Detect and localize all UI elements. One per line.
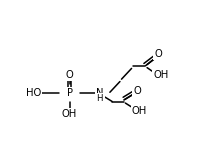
Text: O: O: [154, 49, 162, 59]
Text: P: P: [67, 88, 72, 98]
Text: OH: OH: [153, 70, 169, 80]
Text: O: O: [66, 70, 73, 80]
Text: N: N: [96, 88, 104, 98]
Text: H: H: [97, 94, 103, 103]
Text: HO: HO: [26, 88, 41, 98]
Text: OH: OH: [62, 109, 77, 119]
Text: O: O: [133, 86, 141, 96]
Text: OH: OH: [132, 106, 147, 116]
